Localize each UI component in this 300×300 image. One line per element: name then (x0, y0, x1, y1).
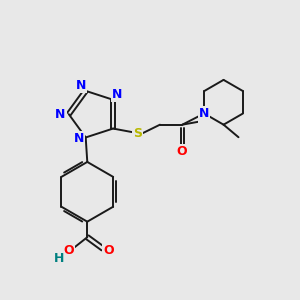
Text: O: O (176, 145, 187, 158)
Text: N: N (74, 132, 84, 146)
Text: N: N (112, 88, 123, 101)
Text: O: O (103, 244, 113, 256)
Text: H: H (53, 252, 64, 265)
Text: N: N (76, 79, 86, 92)
Text: O: O (63, 244, 74, 256)
Text: S: S (133, 127, 142, 140)
Text: N: N (199, 111, 209, 124)
Text: N: N (55, 108, 66, 121)
Text: N: N (199, 107, 209, 120)
